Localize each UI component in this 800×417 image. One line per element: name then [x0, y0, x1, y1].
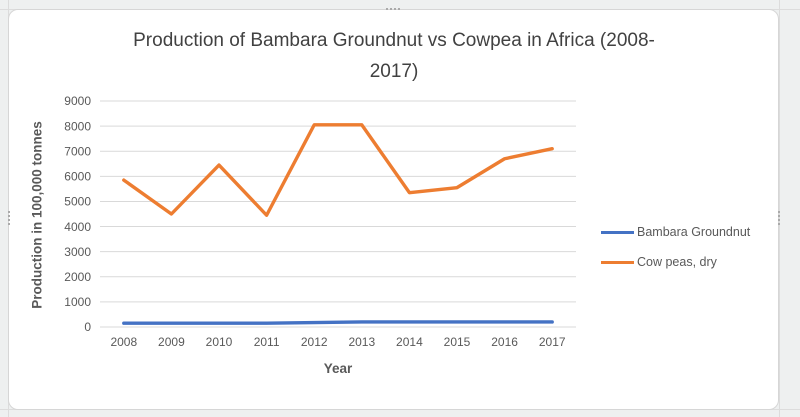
selection-handle-top-icon[interactable] [386, 8, 388, 10]
y-tick-label: 1000 [64, 295, 91, 309]
y-tick-label: 4000 [64, 220, 91, 234]
chart-title-line2: 2017) [369, 61, 419, 82]
y-tick-label: 5000 [64, 195, 91, 209]
y-tick-label: 6000 [64, 170, 91, 184]
x-tick-label: 2014 [396, 335, 423, 349]
selection-handle-right-icon[interactable] [778, 211, 780, 213]
x-tick-label: 2011 [254, 335, 280, 349]
legend: Bambara Groundnut Cow peas, dry [601, 217, 750, 277]
selection-handle-left-icon[interactable] [8, 211, 10, 213]
chart-title[interactable]: Production of Bambara Groundnut vs Cowpe… [8, 25, 780, 87]
y-tick-label: 3000 [64, 245, 91, 259]
x-tick-label: 2013 [348, 335, 375, 349]
y-tick-label: 8000 [64, 119, 91, 133]
chart-area[interactable] [8, 9, 779, 410]
x-tick-label: 2009 [158, 335, 185, 349]
y-tick-label: 0 [84, 320, 91, 334]
x-tick-label: 2017 [539, 335, 566, 349]
x-tick-label: 2012 [301, 335, 328, 349]
selection-frame-right-line [779, 0, 780, 417]
chart-title-line1: Production of Bambara Groundnut vs Cowpe… [133, 30, 655, 51]
y-tick-label: 9000 [64, 94, 91, 108]
legend-item-cowpea[interactable]: Cow peas, dry [601, 247, 750, 277]
cowpea-series-line[interactable] [122, 123, 554, 217]
legend-label: Bambara Groundnut [637, 225, 751, 239]
cowpea-line-swatch-icon [601, 260, 634, 264]
x-tick-label: 2010 [206, 335, 233, 349]
x-tick-label: 2008 [110, 335, 137, 349]
bambara-series-line[interactable] [122, 320, 554, 325]
legend-label: Cow peas, dry [637, 255, 717, 269]
y-tick-label: 2000 [64, 270, 91, 284]
legend-item-bambara[interactable]: Bambara Groundnut [601, 217, 750, 247]
x-tick-label: 2015 [444, 335, 471, 349]
x-tick-label: 2016 [491, 335, 518, 349]
y-tick-label: 7000 [64, 144, 91, 158]
bambara-line-swatch-icon [601, 230, 634, 234]
x-axis-title[interactable]: Year [323, 361, 353, 376]
